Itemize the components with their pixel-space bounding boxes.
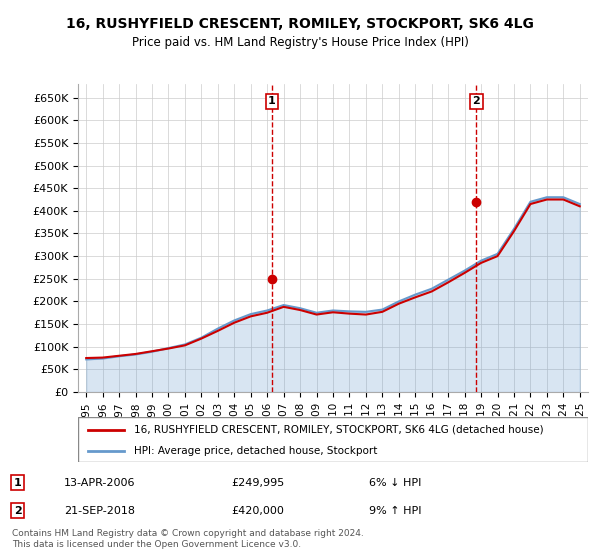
Text: Price paid vs. HM Land Registry's House Price Index (HPI): Price paid vs. HM Land Registry's House … xyxy=(131,36,469,49)
Text: 1: 1 xyxy=(14,478,22,488)
Text: 6% ↓ HPI: 6% ↓ HPI xyxy=(369,478,421,488)
FancyBboxPatch shape xyxy=(78,417,588,462)
Text: HPI: Average price, detached house, Stockport: HPI: Average price, detached house, Stoc… xyxy=(134,446,377,456)
Text: 2: 2 xyxy=(473,96,481,106)
Text: 16, RUSHYFIELD CRESCENT, ROMILEY, STOCKPORT, SK6 4LG (detached house): 16, RUSHYFIELD CRESCENT, ROMILEY, STOCKP… xyxy=(134,424,544,435)
Text: £420,000: £420,000 xyxy=(231,506,284,516)
Text: 9% ↑ HPI: 9% ↑ HPI xyxy=(369,506,422,516)
Text: 1: 1 xyxy=(268,96,275,106)
Text: 13-APR-2006: 13-APR-2006 xyxy=(64,478,136,488)
Text: 21-SEP-2018: 21-SEP-2018 xyxy=(64,506,135,516)
Text: £249,995: £249,995 xyxy=(231,478,284,488)
Text: Contains HM Land Registry data © Crown copyright and database right 2024.
This d: Contains HM Land Registry data © Crown c… xyxy=(12,529,364,549)
Text: 2: 2 xyxy=(14,506,22,516)
Text: 16, RUSHYFIELD CRESCENT, ROMILEY, STOCKPORT, SK6 4LG: 16, RUSHYFIELD CRESCENT, ROMILEY, STOCKP… xyxy=(66,17,534,31)
